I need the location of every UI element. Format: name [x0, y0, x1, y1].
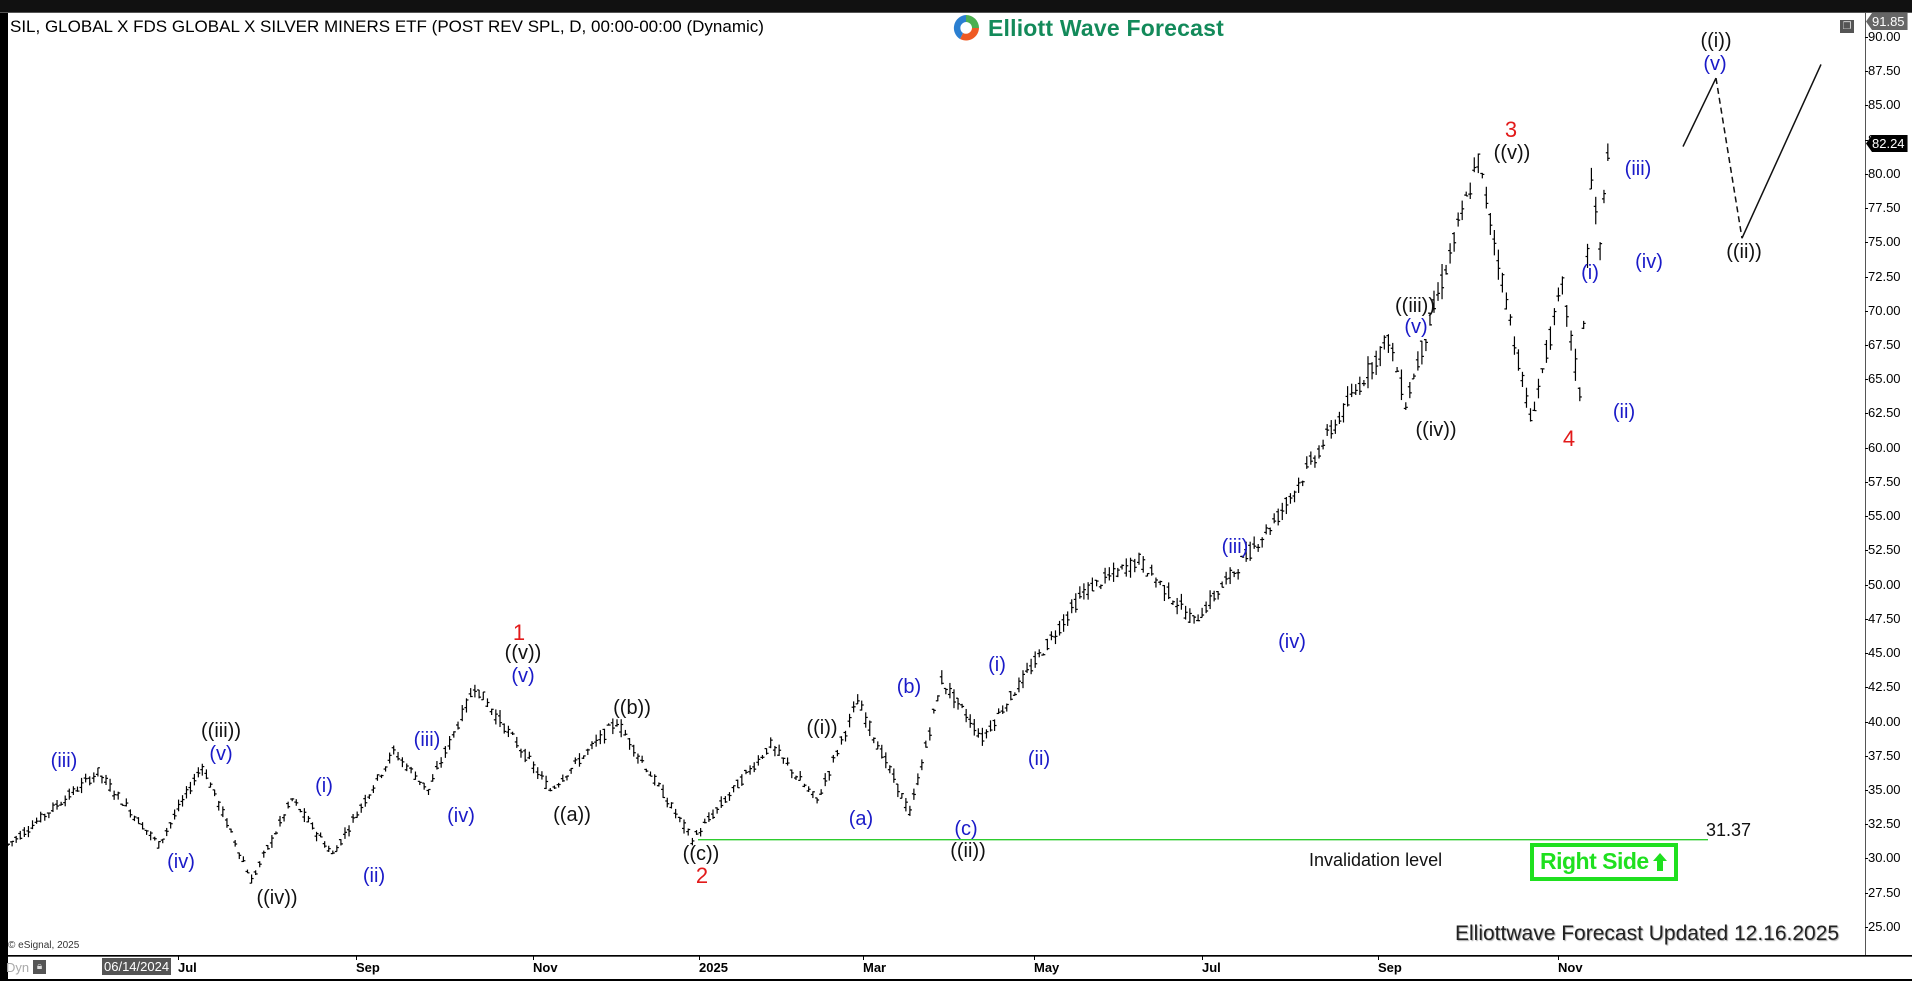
restore-window-icon[interactable]: ❐	[1840, 20, 1854, 33]
wave-label: (ii)	[362, 865, 386, 887]
wave-label: ((i))	[1700, 30, 1732, 52]
right-side-label: Right Side	[1540, 848, 1649, 874]
price-tick: 30.00	[1865, 850, 1901, 866]
wave-label: (a)	[848, 808, 874, 830]
wave-label: ((a))	[553, 804, 591, 826]
wave-label: ((ii))	[950, 840, 986, 862]
logo-text: Elliott Wave Forecast	[988, 14, 1224, 41]
time-axis[interactable]	[8, 956, 1912, 979]
time-tick: Sep	[1378, 960, 1402, 975]
cursor-date: 06/14/2024	[102, 958, 172, 975]
price-tick: 87.50	[1865, 63, 1901, 79]
wave-label: (i)	[315, 775, 333, 797]
time-tick: Jul	[1202, 960, 1221, 975]
price-tick: 45.00	[1865, 645, 1901, 661]
wave-label: (iv)	[1635, 251, 1663, 273]
wave-label: ((iii))	[201, 720, 241, 742]
wave-label: ((iv))	[256, 887, 298, 909]
wave-label: (v)	[209, 743, 233, 765]
wave-label: ((ii))	[1726, 241, 1762, 263]
price-tick: 70.00	[1865, 302, 1901, 318]
wave-label: (c)	[954, 818, 978, 840]
price-tick: 47.50	[1865, 610, 1901, 626]
time-tick: May	[1034, 960, 1060, 975]
price-tick: 27.50	[1865, 884, 1901, 900]
wave-label: ((b))	[613, 697, 651, 719]
wave-label: (b)	[896, 676, 922, 698]
wave-label: (iii)	[50, 750, 78, 772]
invalidation-value: 31.37	[1706, 820, 1752, 840]
wave-label: ((v))	[1493, 142, 1531, 164]
updated-footer: Elliottwave Forecast Updated 12.16.2025	[1455, 922, 1840, 945]
price-tick: 80.00	[1865, 165, 1901, 181]
wave-label: (i)	[1581, 262, 1599, 284]
plot-area[interactable]	[8, 13, 1866, 955]
right-side-badge: Right Side	[1530, 843, 1678, 881]
price-tick: 25.00	[1865, 918, 1901, 934]
copyright-text: © eSignal, 2025	[8, 940, 80, 951]
wave-label: ((i))	[806, 717, 838, 739]
price-tick: 72.50	[1865, 268, 1901, 284]
chart-title: SIL, GLOBAL X FDS GLOBAL X SILVER MINERS…	[10, 17, 764, 36]
price-tick: 67.50	[1865, 337, 1901, 353]
wave-label: (ii)	[1612, 401, 1636, 423]
invalidation-label: Invalidation level	[1309, 850, 1443, 870]
time-tick: Nov	[1558, 960, 1583, 975]
wave-label: 1	[512, 620, 526, 645]
price-tick: 90.00	[1865, 29, 1901, 44]
dyn-label[interactable]: Dyn	[6, 960, 30, 975]
window-top-bar	[0, 0, 1912, 13]
price-tick: 32.50	[1865, 816, 1901, 832]
time-tick: 2025	[699, 960, 728, 975]
time-tick: Jul	[178, 960, 197, 975]
price-tick: 75.00	[1865, 234, 1901, 250]
price-bars-canvas	[8, 64, 1822, 884]
wave-label: ((iv))	[1415, 419, 1457, 441]
price-tick: 62.50	[1865, 405, 1901, 421]
wave-label: 2	[695, 863, 709, 888]
ewf-swirl-icon	[953, 15, 979, 41]
high-price-tag: 91.85	[1866, 13, 1908, 30]
wave-label: (v)	[511, 665, 535, 687]
wave-label: (iv)	[167, 851, 195, 873]
wave-label: ((v))	[504, 642, 542, 664]
wave-label: (iii)	[413, 729, 441, 751]
price-tick: 40.00	[1865, 713, 1901, 729]
wave-label: 3	[1504, 117, 1518, 142]
time-tick: Mar	[863, 960, 887, 975]
price-tick: 50.00	[1865, 576, 1901, 592]
wave-label: (iii)	[1221, 536, 1249, 558]
wave-label: (i)	[988, 654, 1006, 676]
wave-label: (iv)	[1278, 631, 1306, 653]
price-tick: 42.50	[1865, 679, 1901, 695]
wave-label: ((c))	[682, 843, 720, 865]
arrow-up-icon	[1652, 852, 1667, 871]
price-tick: 52.50	[1865, 542, 1901, 558]
wave-label: (iii)	[1624, 158, 1652, 180]
price-tick: 35.00	[1865, 781, 1901, 797]
wave-label: ((iii))	[1395, 295, 1435, 317]
wave-label: (ii)	[1027, 748, 1051, 770]
price-tick: 77.50	[1865, 200, 1901, 216]
wave-label: (v)	[1404, 316, 1428, 338]
wave-label: 4	[1562, 426, 1576, 451]
price-tick: 85.00	[1865, 97, 1901, 113]
wave-label: (v)	[1703, 53, 1727, 75]
brand-logo: Elliott Wave Forecast	[950, 12, 1224, 44]
last-price-tag: 82.24	[1866, 135, 1908, 152]
price-tick: 55.00	[1865, 508, 1901, 524]
price-tick: 37.50	[1865, 747, 1901, 763]
price-tick: 65.00	[1865, 371, 1901, 387]
lock-icon[interactable]: 🔒︎	[33, 960, 46, 974]
price-tick: 60.00	[1865, 439, 1901, 455]
wave-label: (iv)	[447, 805, 475, 827]
time-tick: Nov	[533, 960, 558, 975]
price-tick: 57.50	[1865, 473, 1901, 489]
time-tick: Sep	[356, 960, 380, 975]
price-axis[interactable]	[1866, 13, 1912, 955]
